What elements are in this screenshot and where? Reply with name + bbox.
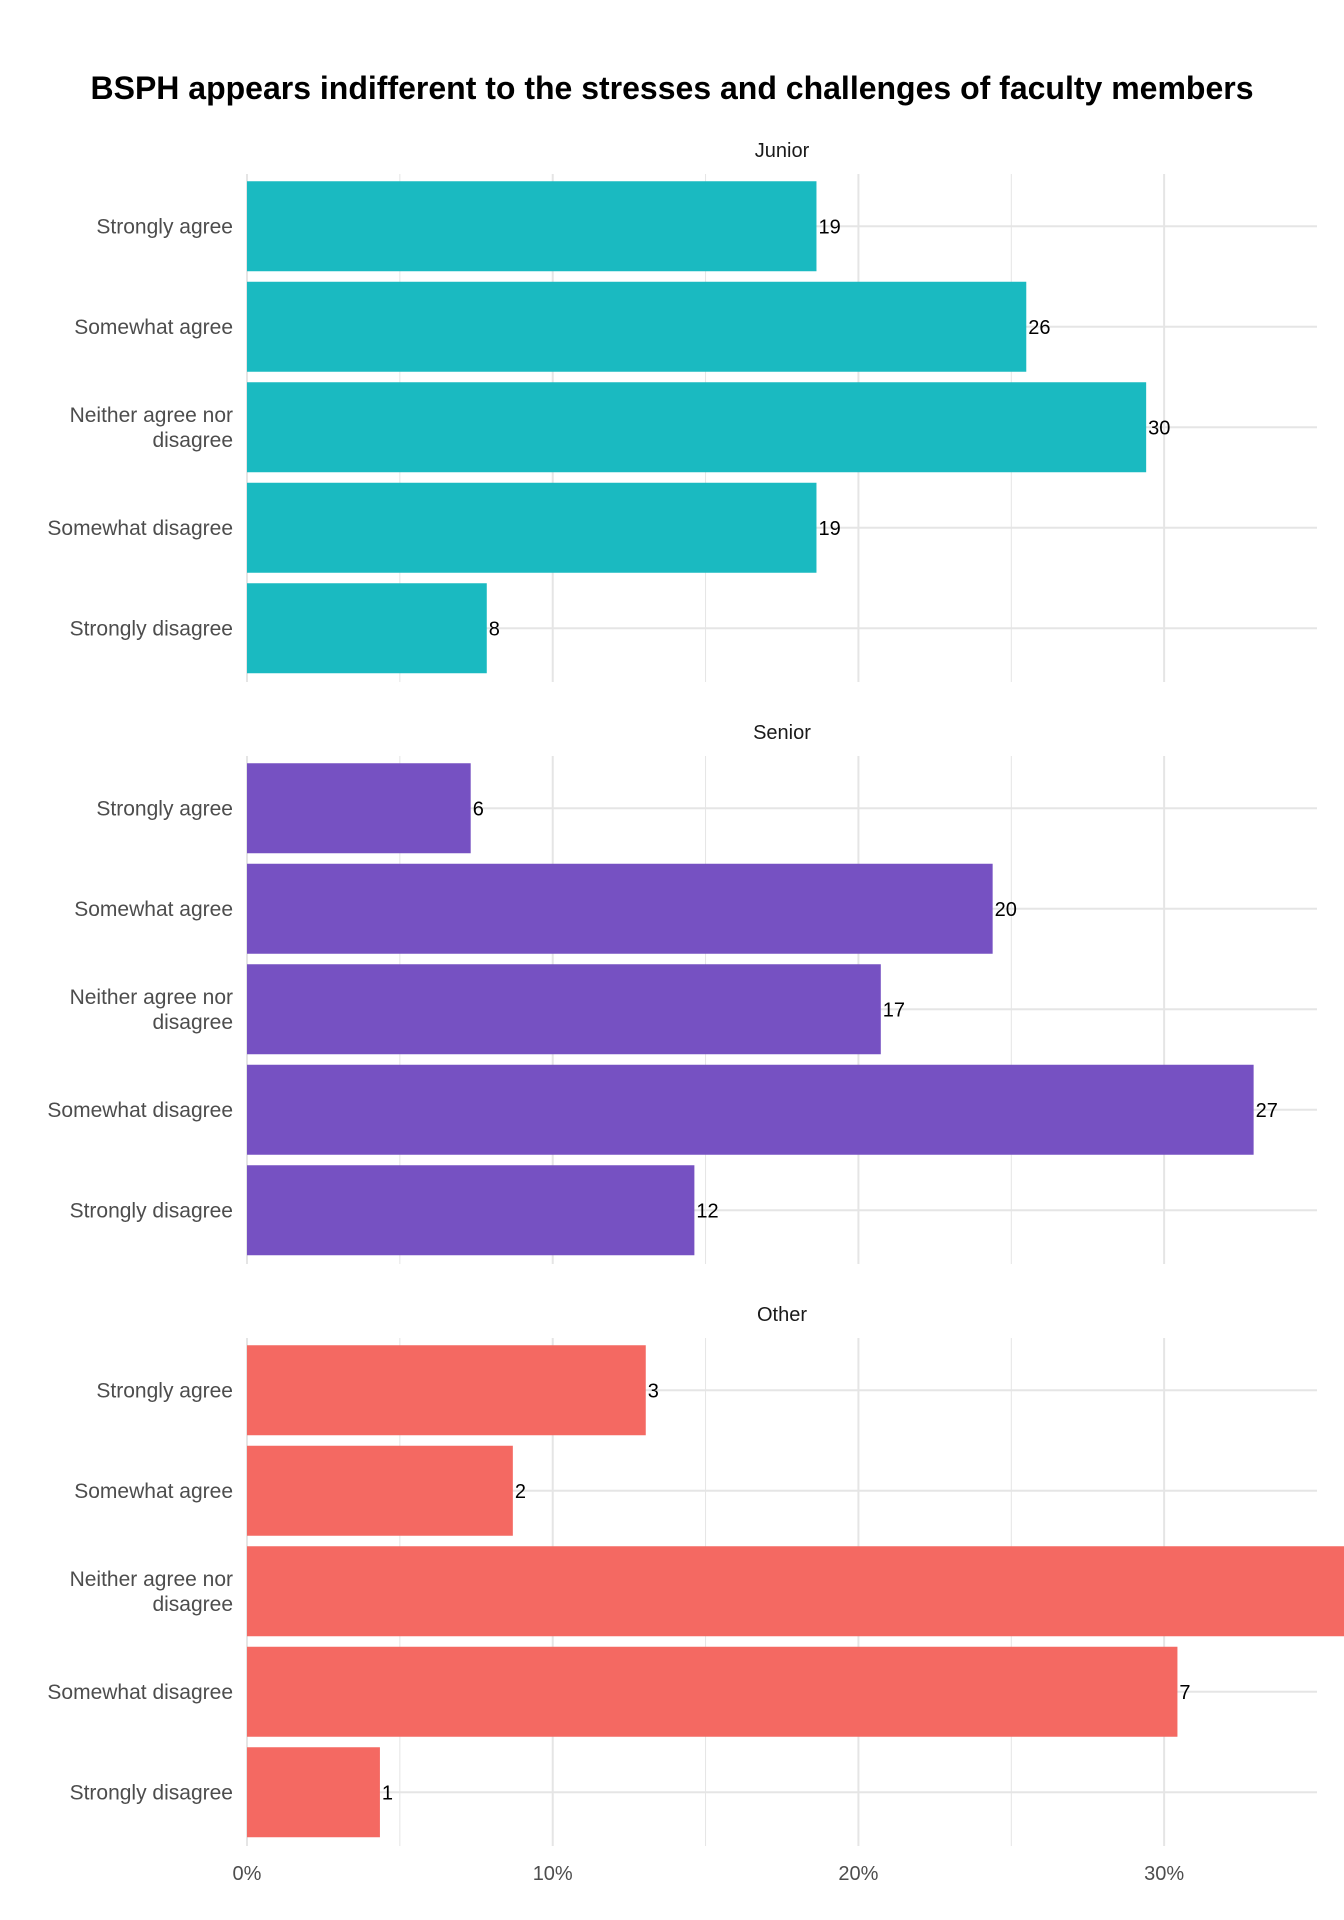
x-tick-label: 30%	[1144, 1863, 1184, 1885]
bar-value-label: 19	[818, 216, 840, 238]
facet-label: Other	[757, 1304, 807, 1326]
category-label: Somewhat agree	[74, 316, 233, 339]
category-label: Neither agree nor disagree	[70, 404, 233, 452]
facet-panel-senior: Senior 6 Strongly agree 20 Somewhat agree 17 N…	[47, 722, 1317, 1264]
category-label: Strongly agree	[96, 797, 233, 820]
bar-value-label: 30	[1148, 417, 1170, 439]
bar	[247, 763, 471, 854]
bar-value-label: 17	[883, 999, 905, 1021]
bar-value-label: 1	[382, 1782, 393, 1804]
facet-label: Junior	[755, 140, 810, 162]
category-label: Neither agree nor disagree	[70, 986, 233, 1034]
bar-value-label: 19	[818, 518, 840, 540]
bar	[247, 863, 993, 954]
bar	[247, 1747, 380, 1838]
category-label: Strongly disagree	[70, 1199, 233, 1222]
bar-value-label: 8	[489, 618, 500, 640]
bar	[247, 181, 817, 272]
bar-value-label: 27	[1256, 1100, 1278, 1122]
bar	[247, 964, 881, 1055]
bar-value-label: 26	[1028, 317, 1050, 339]
bar	[247, 482, 817, 573]
bar	[247, 1165, 695, 1256]
x-tick-label: 10%	[533, 1863, 573, 1885]
bar-value-label: 20	[995, 899, 1017, 921]
category-label: Somewhat disagree	[47, 1681, 233, 1704]
category-label: Somewhat disagree	[47, 517, 233, 540]
bar	[247, 281, 1027, 372]
bar	[247, 1646, 1178, 1737]
bar	[247, 1445, 513, 1536]
bar-value-label: 6	[473, 798, 484, 820]
bar-value-label: 12	[696, 1200, 718, 1222]
bar	[247, 1064, 1254, 1155]
category-label: Strongly disagree	[70, 617, 233, 640]
facet-label: Senior	[753, 722, 811, 744]
bar-value-label: 2	[515, 1481, 526, 1503]
x-tick-label: 0%	[233, 1863, 262, 1885]
category-label: Somewhat disagree	[47, 1099, 233, 1122]
category-label: Neither agree nor disagree	[70, 1568, 233, 1616]
bar	[247, 1546, 1344, 1637]
category-label: Somewhat agree	[74, 1480, 233, 1503]
category-label: Somewhat agree	[74, 898, 233, 921]
x-tick-label: 20%	[838, 1863, 878, 1885]
facet-panel-junior: Junior 19 Strongly agree 26 Somewhat agree 30…	[47, 140, 1317, 682]
chart-title: BSPH appears indifferent to the stresses…	[90, 70, 1254, 106]
bar	[247, 583, 487, 674]
bar	[247, 382, 1147, 473]
bar-value-label: 3	[648, 1380, 659, 1402]
category-label: Strongly agree	[96, 215, 233, 238]
category-label: Strongly agree	[96, 1379, 233, 1402]
category-label: Strongly disagree	[70, 1781, 233, 1804]
bar-value-label: 7	[1179, 1682, 1190, 1704]
bar	[247, 1345, 646, 1436]
